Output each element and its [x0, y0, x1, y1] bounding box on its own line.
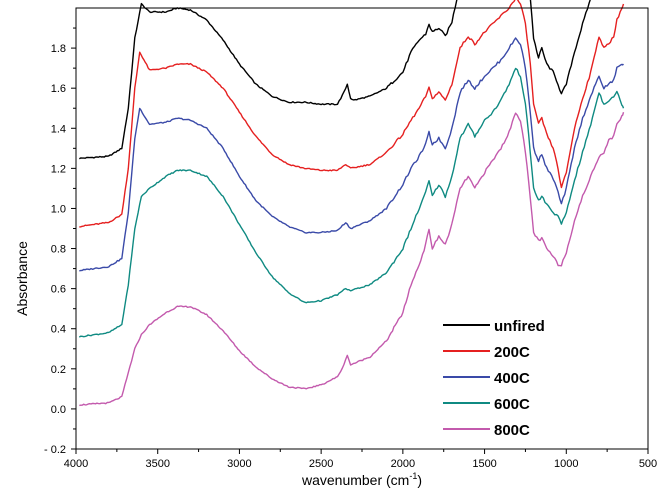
y-tick-label: 0.2	[51, 364, 66, 376]
y-tick-label: 1.2	[51, 163, 66, 175]
x-tick-label: 1500	[472, 458, 496, 470]
plot-frame	[75, 7, 649, 450]
series-line-400c	[79, 37, 624, 272]
y-tick-label: 0.8	[51, 244, 66, 256]
y-axis-title: Absorbance	[14, 241, 30, 316]
x-tick-label: 4000	[64, 458, 88, 470]
y-tick-label: - 0.2	[44, 444, 66, 456]
x-tick-label: 2000	[391, 458, 415, 470]
legend: unfired 200C 400C 600C 800C	[443, 318, 545, 439]
x-axis-title: wavenumber (cm-1)	[301, 471, 422, 488]
x-tick-label: 1000	[554, 458, 578, 470]
x-tick-label: 3500	[145, 458, 169, 470]
x-axis-title-close: )	[417, 472, 422, 488]
series-line-unfired	[78, 0, 591, 160]
legend-label-600c: 600C	[494, 396, 530, 413]
legend-label-800c: 800C	[494, 422, 530, 439]
series-line-800c	[79, 112, 625, 407]
x-axis-title-sup: -1	[409, 471, 417, 481]
legend-label-400c: 400C	[494, 370, 530, 387]
x-axis-title-main: wavenumber (cm	[301, 472, 409, 488]
y-tick-label: 1.8	[51, 43, 66, 55]
legend-label-unfired: unfired	[494, 318, 545, 335]
legend-label-200c: 200C	[494, 344, 530, 361]
series-line-600c	[78, 67, 625, 338]
series-lines	[78, 0, 625, 407]
x-tick-label: 500	[639, 458, 657, 470]
y-tick-label: 1.0	[51, 203, 66, 215]
x-tick-label: 2500	[309, 458, 333, 470]
y-tick-label: 0.4	[51, 324, 66, 336]
y-tick-label: 0.0	[51, 404, 66, 416]
x-axis: 4000 3500 3000 2500 2000 1500 1000 500	[64, 449, 657, 470]
series-line-200c	[79, 0, 625, 228]
y-tick-label: 1.4	[51, 123, 66, 135]
y-tick-label: 1.6	[51, 83, 66, 95]
y-tick-label: 0.6	[51, 284, 66, 296]
y-axis: - 0.2 0.0 0.2 0.4 0.6 0.8 1.0 1.2 1.4 1.6 1.8	[44, 27, 76, 456]
x-tick-label: 3000	[227, 458, 251, 470]
